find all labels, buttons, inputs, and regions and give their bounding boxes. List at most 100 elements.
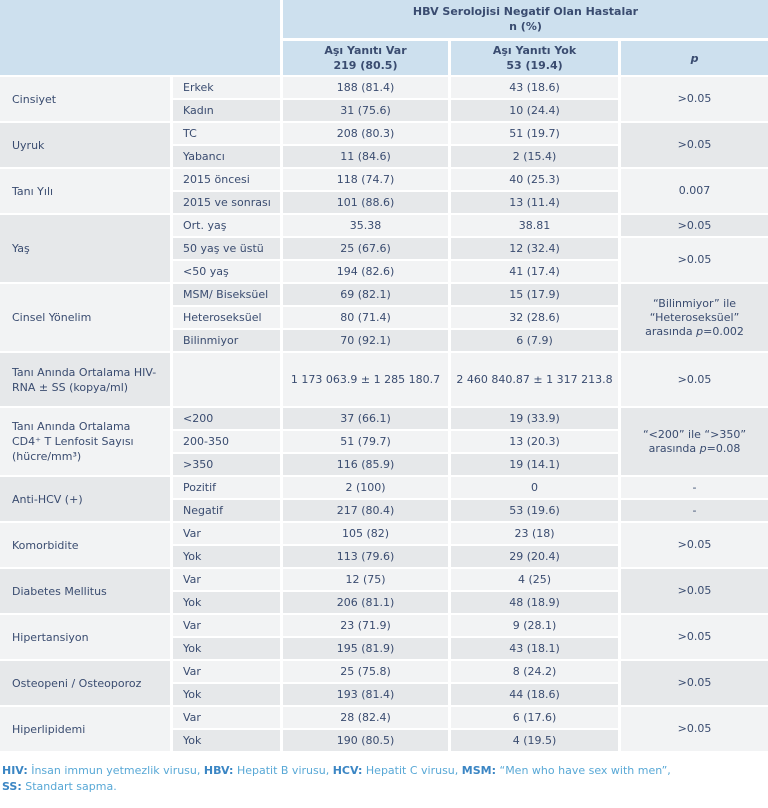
value-cell: 12 (32.4) <box>451 238 621 261</box>
value-cell: 32 (28.6) <box>451 307 621 330</box>
value-cell: 43 (18.6) <box>451 77 621 100</box>
sub-label: Yok <box>173 730 283 753</box>
serology-comparison-table: HBV Serolojisi Negatif Olan Hastalar n (… <box>0 0 768 753</box>
header-corner-cell <box>0 0 283 77</box>
sub-label: 2015 öncesi <box>173 169 283 192</box>
group-label-cd4: Tanı Anında Ortalama CD4⁺ T Lenfosit Say… <box>0 408 173 477</box>
p-value-cell: - <box>621 500 768 523</box>
table-row: >350 116 (85.9) 19 (14.1) <box>0 454 768 477</box>
value-cell: 23 (71.9) <box>283 615 451 638</box>
value-cell: 9 (28.1) <box>451 615 621 638</box>
table-row: Tanı Yılı 2015 öncesi 118 (74.7) 40 (25.… <box>0 169 768 215</box>
value-cell: 193 (81.4) <box>283 684 451 707</box>
sub-label: Negatif <box>173 500 283 523</box>
sub-label: Var <box>173 569 283 592</box>
value-cell: 116 (85.9) <box>283 454 451 477</box>
footnote-abbr: MSM: <box>461 764 496 777</box>
value-cell: 118 (74.7) <box>283 169 451 192</box>
table-row: Osteopeni / Osteoporoz Var 25 (75.8) 8 (… <box>0 661 768 707</box>
value-cell: 101 (88.6) <box>283 192 451 215</box>
value-cell: 6 (7.9) <box>451 330 621 353</box>
p-value-cell: >0.05 <box>621 77 768 123</box>
group-label-uyruk: Uyruk <box>0 123 173 169</box>
p-value-cell: “<200” ile “>350” arasında p=0.08 <box>621 408 768 477</box>
sub-label: <200 <box>173 408 283 431</box>
value-cell: 2 (100) <box>283 477 451 500</box>
table-row: Yok 193 (81.4) 44 (18.6) <box>0 684 768 707</box>
value-cell: 25 (67.6) <box>283 238 451 261</box>
group-label-yas: Yaş <box>0 215 173 284</box>
sub-label: Yok <box>173 546 283 569</box>
table-row: Heteroseksüel 80 (71.4) 32 (28.6) <box>0 307 768 330</box>
sub-label: Heteroseksüel <box>173 307 283 330</box>
p-value-cell: >0.05 <box>621 661 768 707</box>
sub-label: 50 yaş ve üstü <box>173 238 283 261</box>
sub-label <box>173 353 283 408</box>
sub-label: >350 <box>173 454 283 477</box>
value-cell: 23 (18) <box>451 523 621 546</box>
value-cell: 1 173 063.9 ± 1 285 180.7 <box>283 353 451 408</box>
value-cell: 37 (66.1) <box>283 408 451 431</box>
table-title-line2: n (%) <box>509 20 542 33</box>
column-header-vaccine-response-no: Aşı Yanıtı Yok 53 (19.4) <box>451 41 621 77</box>
header-row-columns: Aşı Yanıtı Var 219 (80.5) Aşı Yanıtı Yok… <box>0 41 768 77</box>
value-cell: 10 (24.4) <box>451 100 621 123</box>
sub-label: Yok <box>173 684 283 707</box>
value-cell: 51 (79.7) <box>283 431 451 454</box>
value-cell: 44 (18.6) <box>451 684 621 707</box>
value-cell: 2 (15.4) <box>451 146 621 169</box>
table-row: Yok 195 (81.9) 43 (18.1) <box>0 638 768 661</box>
value-cell: 48 (18.9) <box>451 592 621 615</box>
value-cell: 15 (17.9) <box>451 284 621 307</box>
value-cell: 4 (19.5) <box>451 730 621 753</box>
table-row: Cinsiyet Erkek 188 (81.4) 43 (18.6) >0.0… <box>0 77 768 123</box>
p-value-cell: >0.05 <box>621 569 768 615</box>
sub-label: Var <box>173 523 283 546</box>
table-row: Cinsel Yönelim MSM/ Biseksüel 69 (82.1) … <box>0 284 768 353</box>
header-row-title: HBV Serolojisi Negatif Olan Hastalar n (… <box>0 0 768 77</box>
group-label-cinsiyet: Cinsiyet <box>0 77 173 123</box>
table-row: Yok 190 (80.5) 4 (19.5) <box>0 730 768 753</box>
sub-label: Var <box>173 661 283 684</box>
value-cell: 13 (11.4) <box>451 192 621 215</box>
table-row: Tanı Anında Ortalama CD4⁺ T Lenfosit Say… <box>0 408 768 477</box>
sub-label: Ort. yaş <box>173 215 283 238</box>
table-row: 200-350 51 (79.7) 13 (20.3) <box>0 431 768 454</box>
value-cell: 19 (33.9) <box>451 408 621 431</box>
value-cell: 12 (75) <box>283 569 451 592</box>
group-label-diabetes: Diabetes Mellitus <box>0 569 173 615</box>
value-cell: 195 (81.9) <box>283 638 451 661</box>
value-cell: 51 (19.7) <box>451 123 621 146</box>
sub-label: Pozitif <box>173 477 283 500</box>
table-row: Yok 113 (79.6) 29 (20.4) <box>0 546 768 569</box>
group-label-anti-hcv: Anti-HCV (+) <box>0 477 173 523</box>
value-cell: 69 (82.1) <box>283 284 451 307</box>
sub-label: TC <box>173 123 283 146</box>
table-row: Yabancı 11 (84.6) 2 (15.4) <box>0 146 768 169</box>
group-label-hipertansiyon: Hipertansiyon <box>0 615 173 661</box>
value-cell: 188 (81.4) <box>283 77 451 100</box>
value-cell: 70 (92.1) <box>283 330 451 353</box>
table-row: Negatif 217 (80.4) 53 (19.6) - <box>0 500 768 523</box>
footnote-abbr: SS: <box>2 780 22 793</box>
table-row: Hipertansiyon Var 23 (71.9) 9 (28.1) >0.… <box>0 615 768 661</box>
footnote-line-2: SS: Standart sapma. <box>2 780 117 793</box>
p-value-cell: - <box>621 477 768 500</box>
sub-label: 200-350 <box>173 431 283 454</box>
value-cell: 113 (79.6) <box>283 546 451 569</box>
sub-label: Var <box>173 615 283 638</box>
value-cell: 35.38 <box>283 215 451 238</box>
group-label-tani-yili: Tanı Yılı <box>0 169 173 215</box>
table-row: Bilinmiyor 70 (92.1) 6 (7.9) <box>0 330 768 353</box>
value-cell: 217 (80.4) <box>283 500 451 523</box>
table-row: Hiperlipidemi Var 28 (82.4) 6 (17.6) >0.… <box>0 707 768 753</box>
value-cell: 19 (14.1) <box>451 454 621 477</box>
group-label-cinsel-yonelim: Cinsel Yönelim <box>0 284 173 353</box>
group-label-komorbidite: Komorbidite <box>0 523 173 569</box>
sub-label: Yabancı <box>173 146 283 169</box>
p-value-cell: >0.05 <box>621 123 768 169</box>
table-row: Kadın 31 (75.6) 10 (24.4) <box>0 100 768 123</box>
table-row: Yaş Ort. yaş 35.38 38.81 >0.05 <box>0 215 768 284</box>
footnote: HIV: İnsan immun yetmezlik virusu, HBV: … <box>0 753 768 795</box>
p-value-cell: >0.05 <box>621 215 768 238</box>
